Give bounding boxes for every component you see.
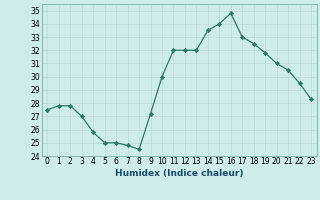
X-axis label: Humidex (Indice chaleur): Humidex (Indice chaleur) xyxy=(115,169,244,178)
